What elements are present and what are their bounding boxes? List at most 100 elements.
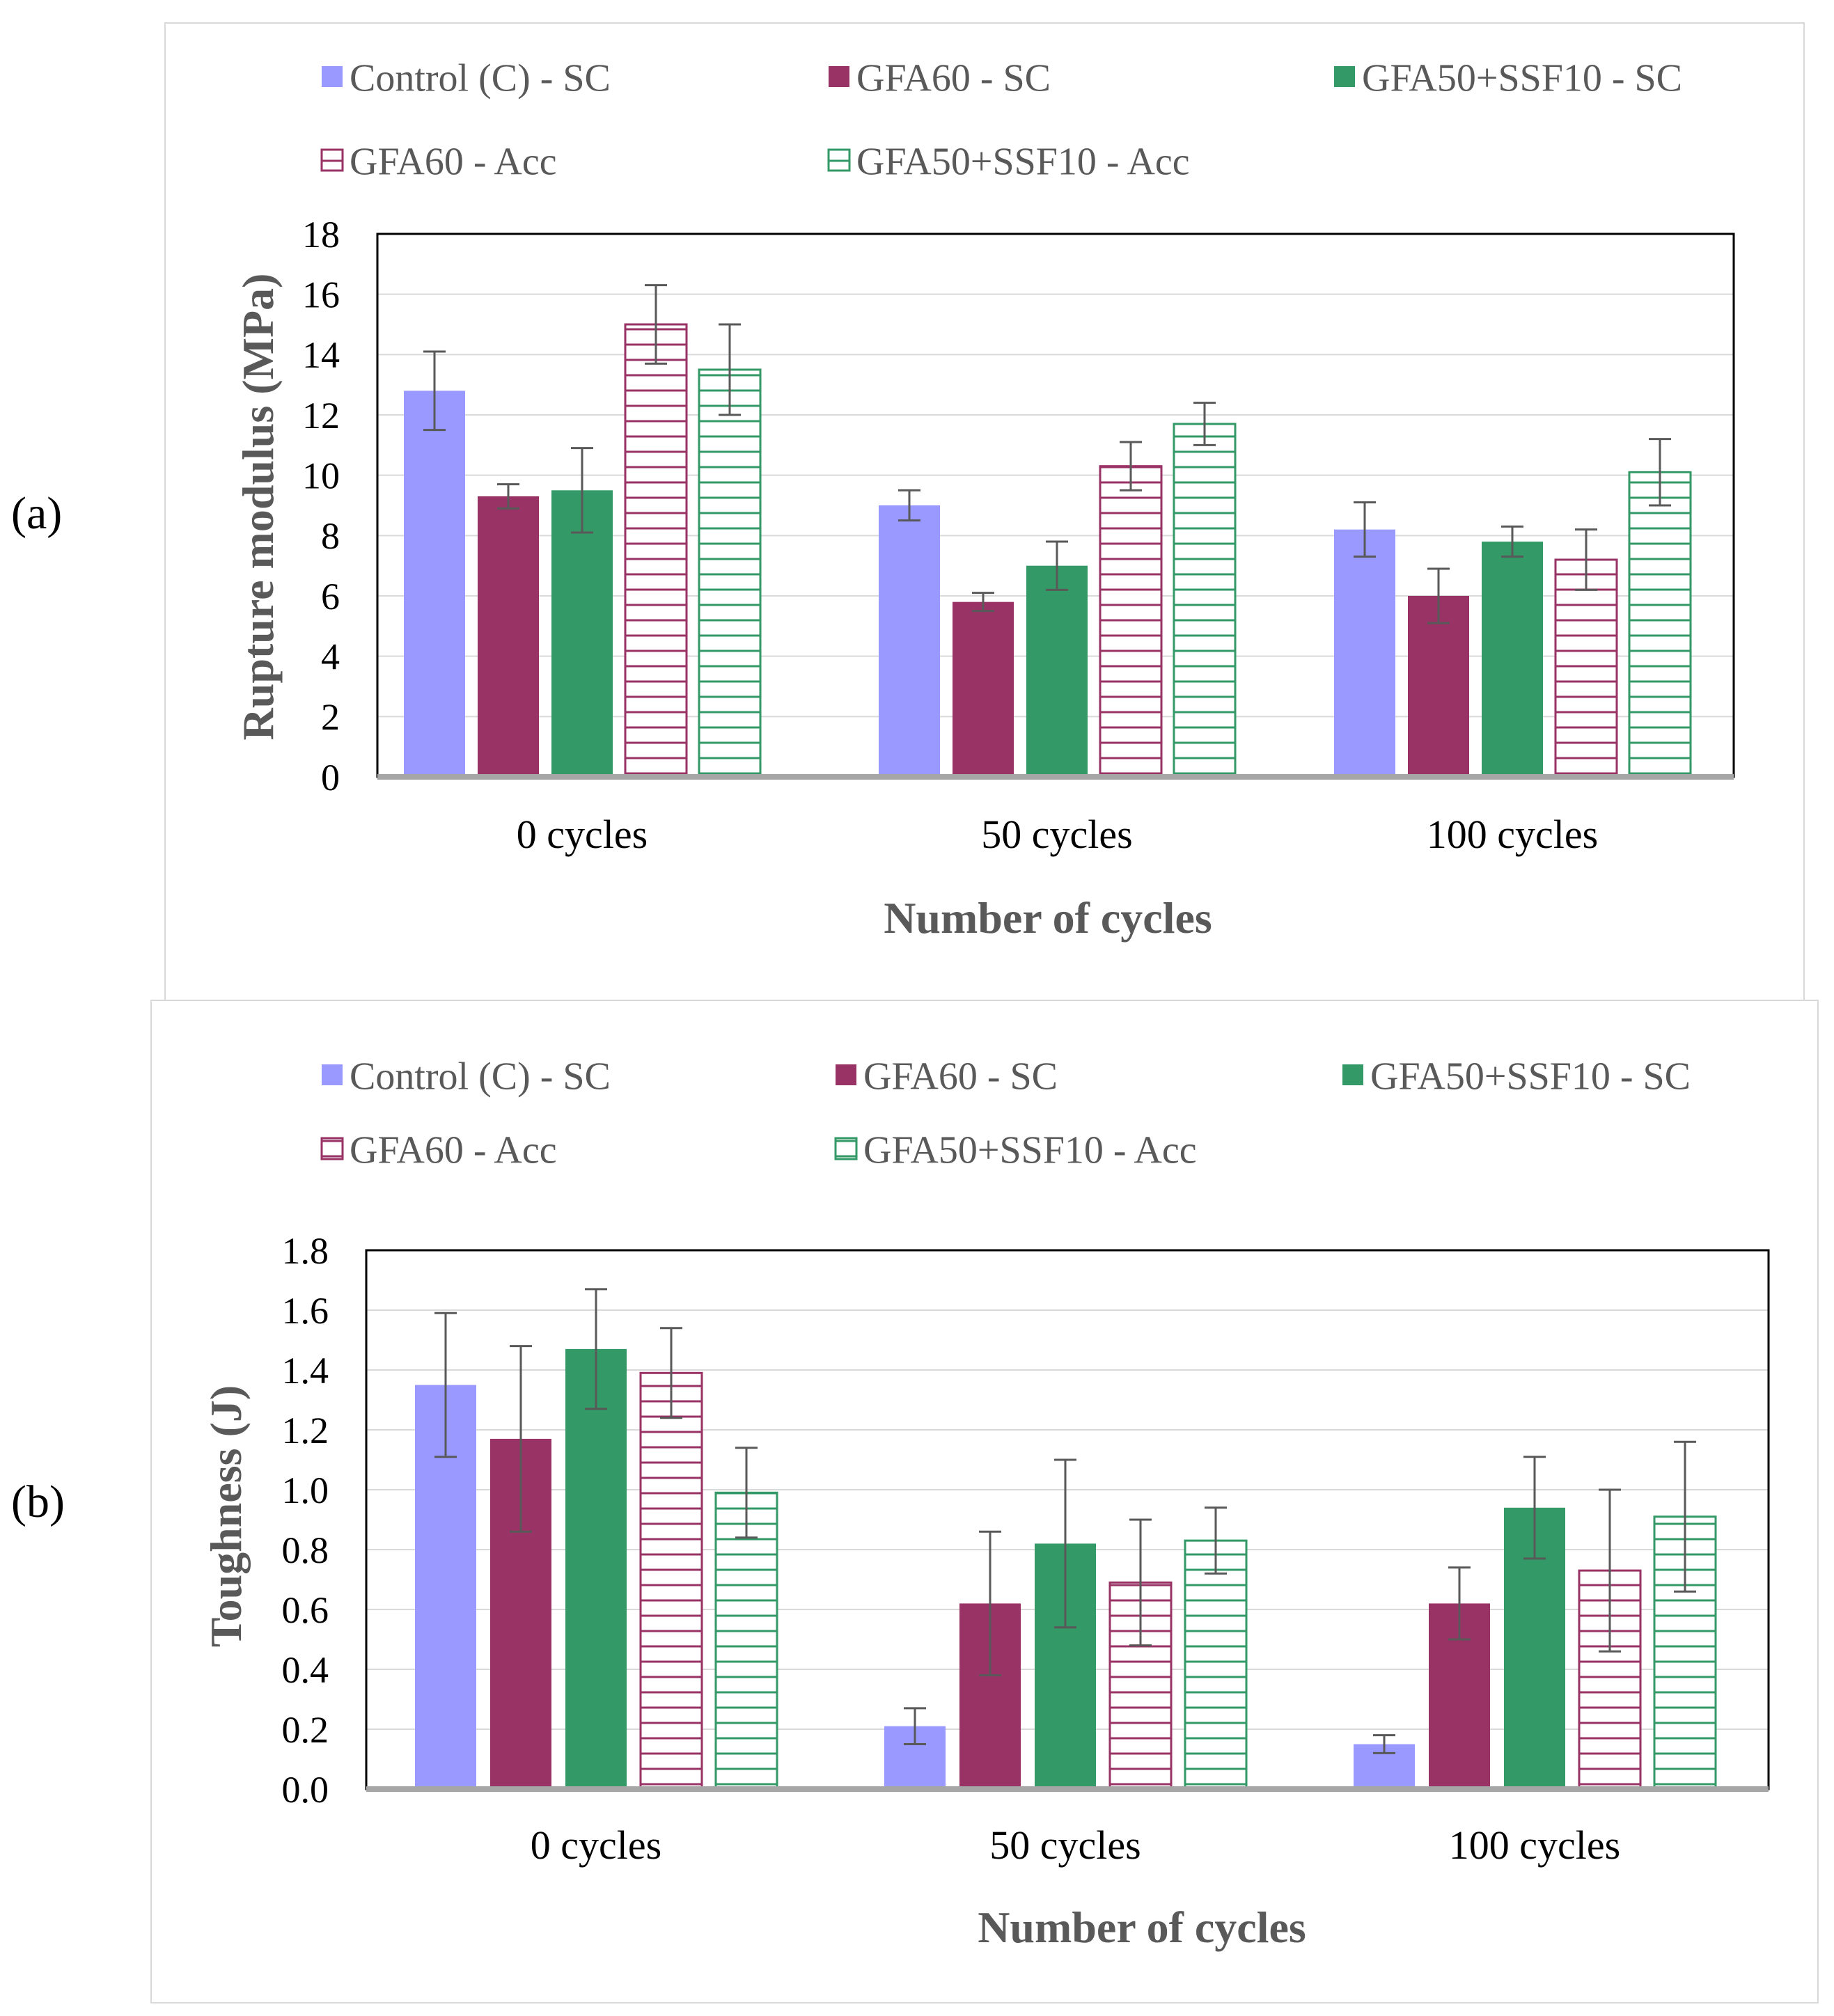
y-tick-label: 0.2 xyxy=(282,1709,329,1751)
y-tick-label: 0.0 xyxy=(282,1769,329,1811)
legend-item-gfa60-sc: GFA60 - SC xyxy=(836,1055,1058,1098)
legend-swatch xyxy=(836,1064,856,1085)
legend-label: GFA50+SSF10 - Acc xyxy=(856,140,1190,183)
bar-gfa50-ssf10-sc-50-cycles xyxy=(1026,565,1088,777)
legend-swatch xyxy=(322,1064,343,1085)
legend-swatch xyxy=(834,1137,858,1160)
y-tick-label: 0 xyxy=(321,757,340,798)
legend-item-gfa60-sc: GFA60 - SC xyxy=(829,56,1051,100)
y-tick-label: 0.8 xyxy=(282,1529,329,1571)
y-tick-label: 10 xyxy=(302,455,340,497)
error-bar xyxy=(1649,438,1671,507)
error-bar xyxy=(571,447,593,534)
x-category-label: 50 cycles xyxy=(981,812,1132,857)
x-category-label: 100 cycles xyxy=(1449,1822,1620,1868)
y-tick-label: 12 xyxy=(302,395,340,436)
y-tick-label: 14 xyxy=(302,334,340,376)
error-bar xyxy=(898,489,920,522)
y-tick-label: 0.6 xyxy=(282,1589,329,1631)
error-bar xyxy=(434,1312,457,1458)
bar-gfa50-ssf10-sc-0-cycles xyxy=(551,490,613,777)
bar-gfa60-sc-0-cycles xyxy=(478,496,539,777)
legend-item-gfa50-ssf10-sc: GFA50+SSF10 - SC xyxy=(1342,1055,1691,1098)
error-bar xyxy=(660,1327,682,1419)
y-axis-title: Rupture modulus (MPa) xyxy=(233,274,283,741)
error-bar xyxy=(1054,1458,1076,1629)
bar-gfa50-ssf10-acc-100-cycles xyxy=(1628,471,1692,778)
legend-label: GFA50+SSF10 - SC xyxy=(1362,56,1682,100)
bar-gfa60-sc-50-cycles xyxy=(953,601,1014,777)
legend-swatch xyxy=(320,1137,344,1160)
legend-swatch xyxy=(1342,1064,1363,1085)
y-tick-label: 1.2 xyxy=(282,1410,329,1451)
bar-gfa50-ssf10-acc-50-cycles xyxy=(1184,1539,1248,1790)
legend-item-gfa50-ssf10-acc: GFA50+SSF10 - Acc xyxy=(827,140,1190,183)
chart-b: 0.0 0.2 0.4 0.6 0.8 1.0 1.2 1.4 1.6 1.8 0 cycles 50… xyxy=(201,1055,1770,1952)
legend-item-gfa60-acc: GFA60 - Acc xyxy=(320,140,557,183)
error-bar xyxy=(1129,1518,1152,1647)
bar-gfa60-acc-0-cycles xyxy=(639,1371,703,1790)
legend-label: Control (C) - SC xyxy=(350,1055,611,1098)
error-bar xyxy=(979,1530,1001,1677)
x-category-label: 50 cycles xyxy=(989,1822,1141,1868)
y-tick-label: 16 xyxy=(302,274,340,316)
y-tick-label: 18 xyxy=(302,214,340,255)
y-tick-label: 2 xyxy=(321,696,340,738)
legend-label: GFA60 - SC xyxy=(856,56,1051,100)
error-bar xyxy=(972,592,994,613)
y-tick-label: 8 xyxy=(321,515,340,557)
error-bar xyxy=(1599,1488,1621,1653)
legend-label: GFA50+SSF10 - SC xyxy=(1370,1055,1691,1098)
legend-swatch xyxy=(320,148,344,172)
error-bar xyxy=(1205,1506,1227,1575)
legend-item-control-c-sc: Control (C) - SC xyxy=(322,1055,611,1098)
y-tick-label: 0.4 xyxy=(282,1649,329,1691)
bar-gfa50-ssf10-sc-100-cycles xyxy=(1482,542,1543,777)
legend-label: GFA60 - Acc xyxy=(350,140,557,183)
error-bar xyxy=(510,1345,532,1533)
error-bar xyxy=(1193,402,1216,446)
y-tick-label: 1.0 xyxy=(282,1470,329,1511)
error-bar xyxy=(423,350,446,432)
legend-item-control-c-sc: Control (C) - SC xyxy=(322,56,611,100)
legend-label: GFA60 - Acc xyxy=(350,1128,557,1172)
legend-item-gfa60-acc: GFA60 - Acc xyxy=(320,1128,557,1172)
legend-item-gfa50-ssf10-sc: GFA50+SSF10 - SC xyxy=(1334,56,1682,100)
legend-swatch xyxy=(1334,66,1355,87)
bar-gfa60-acc-0-cycles xyxy=(624,323,688,778)
bar-control-c-sc-100-cycles xyxy=(1334,529,1395,777)
panel-label-b: (b) xyxy=(11,1476,65,1527)
legend-label: Control (C) - SC xyxy=(350,56,611,100)
bar-gfa60-sc-100-cycles xyxy=(1408,596,1469,777)
x-axis-title: Number of cycles xyxy=(978,1903,1306,1952)
error-bar xyxy=(1575,528,1597,591)
error-bar xyxy=(645,284,667,365)
bar-control-c-sc-50-cycles xyxy=(879,505,940,777)
y-tick-label: 1.4 xyxy=(282,1350,329,1392)
error-bar xyxy=(1373,1734,1395,1754)
error-bar xyxy=(1046,540,1068,591)
x-category-label: 100 cycles xyxy=(1427,812,1598,857)
error-bar xyxy=(1501,525,1523,558)
chart-a: 0 2 4 6 8 10 12 14 16 18 0 cycles 50 cycles 100 cycl… xyxy=(233,56,1735,943)
panel-label-a: (a) xyxy=(11,488,63,539)
error-bar xyxy=(1354,501,1376,558)
bar-gfa50-ssf10-acc-50-cycles xyxy=(1173,423,1237,778)
error-bar xyxy=(1674,1440,1696,1593)
error-bar xyxy=(585,1288,607,1410)
y-tick-label: 4 xyxy=(321,636,340,678)
error-bar xyxy=(719,323,741,416)
legend-swatch xyxy=(827,148,851,172)
legend-item-gfa50-ssf10-acc: GFA50+SSF10 - Acc xyxy=(834,1128,1197,1172)
y-tick-label: 6 xyxy=(321,576,340,617)
bar-gfa50-ssf10-acc-0-cycles xyxy=(698,368,762,778)
bar-control-c-sc-0-cycles xyxy=(404,391,465,777)
bar-gfa50-ssf10-sc-0-cycles xyxy=(565,1348,627,1789)
legend-label: GFA60 - SC xyxy=(863,1055,1058,1098)
error-bar xyxy=(904,1707,926,1745)
error-bar xyxy=(497,483,519,510)
legend-swatch xyxy=(322,66,343,87)
y-axis-title: Toughness (J) xyxy=(201,1385,251,1647)
error-bar xyxy=(1523,1456,1546,1560)
